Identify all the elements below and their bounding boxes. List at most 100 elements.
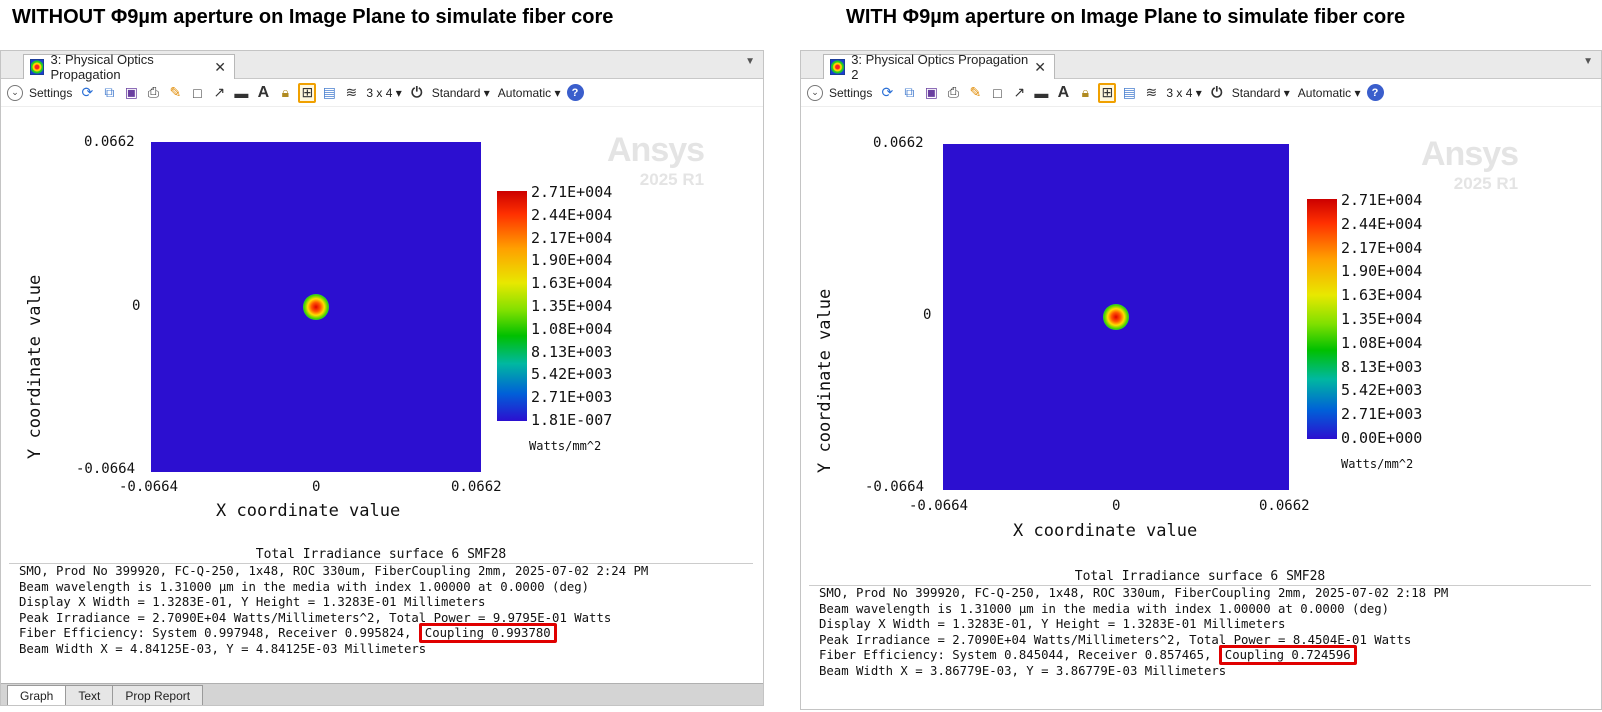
layout-dropdown[interactable]: 3 x 4 ▾ bbox=[366, 85, 402, 100]
close-icon[interactable]: ✕ bbox=[1034, 58, 1046, 75]
ansys-watermark: Ansys 2025 R1 bbox=[1421, 135, 1519, 194]
refresh-icon[interactable]: ⟳ bbox=[881, 84, 894, 100]
right-heading: WITH Φ9µm aperture on Image Plane to sim… bbox=[846, 6, 1406, 28]
left-document-tab[interactable]: 3: Physical Optics Propagation ✕ bbox=[23, 52, 235, 82]
info-line-3: Display X Width = 1.3283E-01, Y Height =… bbox=[19, 595, 486, 609]
left-tab-title: 3: Physical Optics Propagation bbox=[50, 52, 154, 82]
left-irradiance-plot: 0.0662 0 -0.0664 -0.0664 0 0.0662 X coor… bbox=[1, 107, 763, 557]
beam-spot bbox=[1103, 304, 1129, 330]
power-icon[interactable]: ⏻ bbox=[1211, 84, 1223, 100]
left-panel: WITHOUT Φ9µm aperture on Image Plane to … bbox=[0, 0, 770, 712]
info-title: Total Irradiance surface 6 SMF28 bbox=[809, 569, 1591, 586]
left-heading: WITHOUT Φ9µm aperture on Image Plane to … bbox=[12, 6, 614, 28]
info-line-5: Fiber Efficiency: System 0.845044, Recei… bbox=[809, 645, 1591, 665]
right-tabstrip: 3: Physical Optics Propagation 2 ✕ ▼ bbox=[801, 51, 1601, 82]
tab-prop-report[interactable]: Prop Report bbox=[112, 685, 204, 705]
y-tick-bottom: -0.0664 bbox=[76, 461, 136, 477]
lock-icon[interactable]: 🔒︎ bbox=[281, 84, 290, 100]
info-line-3: Display X Width = 1.3283E-01, Y Height =… bbox=[819, 617, 1286, 631]
rectangle-icon[interactable]: □ bbox=[193, 84, 202, 101]
left-toolbar: ⌄ Settings ⟳ ⧉ ▣ ⎙ ✎ □ ↗ ▬ A 🔒︎ ⊞ ▤ ≋ 3 … bbox=[1, 79, 763, 107]
arrow-icon[interactable]: ↗ bbox=[1013, 84, 1026, 100]
left-info-block: Total Irradiance surface 6 SMF28 SMO, Pr… bbox=[9, 547, 753, 657]
pencil-icon[interactable]: ✎ bbox=[969, 84, 982, 100]
settings-expand-icon[interactable]: ⌄ bbox=[7, 84, 23, 101]
x-tick-mid: 0 bbox=[1112, 498, 1121, 514]
pop-analysis-icon bbox=[30, 59, 45, 75]
right-document-tab[interactable]: 3: Physical Optics Propagation 2 ✕ bbox=[823, 52, 1055, 82]
fit-icon[interactable]: ⊞ bbox=[298, 82, 317, 103]
colorbar-label: 1.63E+004 bbox=[531, 274, 613, 293]
save-icon[interactable]: ▣ bbox=[924, 84, 938, 100]
standard-dropdown[interactable]: Standard ▾ bbox=[431, 85, 490, 100]
beam-spot bbox=[303, 294, 329, 320]
copy-icon[interactable]: ⧉ bbox=[104, 84, 115, 100]
colorbar-label: 2.44E+004 bbox=[1341, 214, 1423, 233]
window-icon[interactable]: ▤ bbox=[1122, 84, 1136, 100]
text-icon[interactable]: A bbox=[1057, 83, 1070, 101]
copy-icon[interactable]: ⧉ bbox=[904, 84, 915, 100]
arrow-icon[interactable]: ↗ bbox=[213, 84, 226, 100]
colorbar-units: Watts/mm^2 bbox=[529, 439, 602, 453]
settings-expand-icon[interactable]: ⌄ bbox=[807, 84, 823, 101]
right-info-block: Total Irradiance surface 6 SMF28 SMO, Pr… bbox=[809, 569, 1591, 679]
settings-button[interactable]: Settings bbox=[29, 85, 73, 100]
right-panel: WITH Φ9µm aperture on Image Plane to sim… bbox=[798, 0, 1602, 712]
y-tick-top: 0.0662 bbox=[84, 134, 135, 150]
layers-icon[interactable]: ≋ bbox=[345, 84, 358, 100]
watermark-brand: Ansys bbox=[1421, 135, 1519, 173]
line-icon[interactable]: ▬ bbox=[1034, 84, 1049, 101]
save-icon[interactable]: ▣ bbox=[124, 84, 138, 100]
automatic-dropdown[interactable]: Automatic ▾ bbox=[497, 85, 561, 100]
colorbar-label: 0.00E+000 bbox=[1341, 429, 1423, 447]
ansys-watermark: Ansys 2025 R1 bbox=[607, 131, 705, 190]
standard-dropdown[interactable]: Standard ▾ bbox=[1231, 85, 1290, 100]
irradiance-map bbox=[151, 142, 481, 472]
print-icon[interactable]: ⎙ bbox=[147, 84, 159, 100]
info-line-4: Peak Irradiance = 2.7090E+04 Watts/Milli… bbox=[19, 610, 612, 625]
x-tick-mid: 0 bbox=[312, 479, 321, 495]
colorbar-label: 8.13E+003 bbox=[531, 342, 613, 361]
info-line-2: Beam wavelength is 1.31000 µm in the med… bbox=[19, 579, 590, 594]
refresh-icon[interactable]: ⟳ bbox=[81, 84, 94, 100]
info-line-2: Beam wavelength is 1.31000 µm in the med… bbox=[819, 601, 1390, 616]
colorbar-label: 1.90E+004 bbox=[531, 251, 613, 270]
chevron-down-icon[interactable]: ▼ bbox=[745, 56, 755, 67]
info-line-5: Fiber Efficiency: System 0.997948, Recei… bbox=[9, 623, 753, 643]
power-icon[interactable]: ⏻ bbox=[411, 84, 423, 100]
window-icon[interactable]: ▤ bbox=[322, 84, 336, 100]
line-icon[interactable]: ▬ bbox=[234, 84, 249, 101]
close-icon[interactable]: ✕ bbox=[214, 58, 226, 75]
layers-icon[interactable]: ≋ bbox=[1145, 84, 1158, 100]
watermark-version: 2025 R1 bbox=[639, 170, 705, 189]
automatic-dropdown[interactable]: Automatic ▾ bbox=[1297, 85, 1361, 100]
colorbar-label: 1.08E+004 bbox=[1341, 333, 1423, 352]
colorbar-label: 2.17E+004 bbox=[531, 228, 613, 247]
rectangle-icon[interactable]: □ bbox=[993, 84, 1002, 101]
colorbar bbox=[497, 191, 527, 421]
bottom-tabs: Graph Text Prop Report bbox=[1, 683, 763, 705]
irradiance-map bbox=[943, 144, 1289, 490]
layout-dropdown[interactable]: 3 x 4 ▾ bbox=[1166, 85, 1202, 100]
help-icon[interactable]: ? bbox=[566, 84, 584, 101]
print-icon[interactable]: ⎙ bbox=[947, 84, 959, 100]
pencil-icon[interactable]: ✎ bbox=[169, 84, 182, 100]
tab-graph[interactable]: Graph bbox=[7, 685, 67, 705]
tab-text[interactable]: Text bbox=[65, 685, 114, 705]
help-icon[interactable]: ? bbox=[1366, 84, 1384, 101]
left-analysis-window: 3: Physical Optics Propagation ✕ ▼ ⌄ Set… bbox=[0, 50, 764, 706]
settings-button[interactable]: Settings bbox=[829, 85, 873, 100]
right-toolbar: ⌄ Settings ⟳ ⧉ ▣ ⎙ ✎ □ ↗ ▬ A 🔒︎ ⊞ ▤ ≋ 3 … bbox=[801, 79, 1601, 107]
chevron-down-icon[interactable]: ▼ bbox=[1583, 56, 1593, 67]
info-line-1: SMO, Prod No 399920, FC-Q-250, 1x48, ROC… bbox=[819, 586, 1449, 600]
lock-icon[interactable]: 🔒︎ bbox=[1081, 84, 1090, 100]
colorbar-label: 5.42E+003 bbox=[531, 365, 613, 384]
text-icon[interactable]: A bbox=[257, 83, 270, 101]
info-line-6: Beam Width X = 4.84125E-03, Y = 4.84125E… bbox=[19, 641, 427, 656]
colorbar-label: 2.71E+003 bbox=[531, 388, 613, 407]
x-tick-left: -0.0664 bbox=[119, 479, 179, 495]
colorbar-label: 2.17E+004 bbox=[1341, 238, 1423, 257]
fit-icon[interactable]: ⊞ bbox=[1098, 82, 1117, 103]
y-axis-label: Y coordinate value bbox=[815, 288, 835, 473]
x-tick-right: 0.0662 bbox=[1259, 498, 1310, 514]
